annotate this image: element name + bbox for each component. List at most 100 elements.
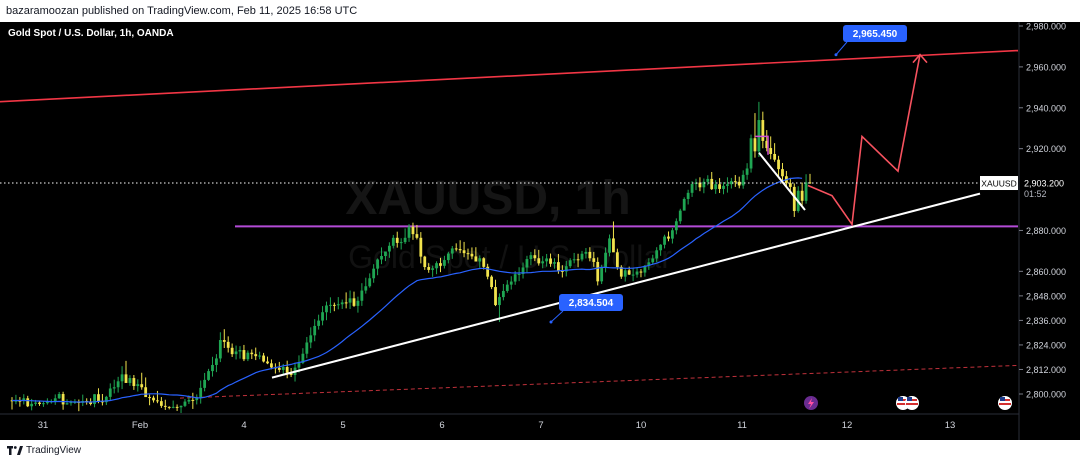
price-scale-panel[interactable] (1019, 22, 1080, 440)
candle-body (156, 400, 159, 402)
candle-body (678, 210, 682, 222)
candle-body (702, 181, 706, 188)
candle-body (431, 268, 435, 270)
lightning-bolt-glyph (808, 398, 814, 409)
us-flag-event-icon-2-stripe-2 (906, 403, 918, 405)
pullback-bracket[interactable] (755, 135, 769, 155)
candle-body (435, 263, 438, 269)
candle-body (262, 355, 265, 362)
candle-body (136, 384, 140, 387)
callout-low-box[interactable] (559, 294, 623, 311)
candle-body (411, 226, 415, 235)
chart-area[interactable]: XAUUSD, 1h Gold Spot / U.S. Dollar 2,965.4… (0, 22, 1080, 440)
candle-body (588, 251, 592, 259)
pullback-channel-line[interactable] (758, 152, 806, 211)
candle-body (729, 181, 733, 185)
candle-body (667, 236, 670, 239)
candle-body (800, 190, 804, 201)
candle-body (329, 304, 332, 306)
candle-body (443, 260, 446, 266)
candle-body (509, 281, 513, 285)
candle-body (513, 274, 517, 282)
candle-body (584, 251, 588, 254)
candle-body (226, 341, 230, 348)
candle-body (466, 253, 470, 255)
candle-body (403, 237, 407, 243)
time-axis-label: 31 (38, 420, 49, 431)
candle-body (234, 351, 238, 355)
candle-body (132, 378, 136, 387)
candle-body (317, 320, 321, 326)
candle-body (615, 252, 619, 268)
candle-body (297, 362, 301, 368)
candle-body (737, 181, 741, 186)
time-axis-label: 4 (241, 420, 246, 431)
price-tick-label: 2,824.000 (1026, 340, 1066, 350)
candle-body (175, 406, 179, 408)
candle-body (773, 153, 777, 160)
candle-body (30, 403, 34, 407)
candle-body (470, 253, 474, 257)
candle-body (619, 267, 623, 277)
candle-body (682, 198, 686, 211)
callout-low-label: 2,834.504 (569, 298, 614, 309)
ascending-trendline[interactable] (271, 192, 981, 379)
price-tick-label: 2,920.000 (1026, 144, 1066, 154)
candle-body (364, 286, 368, 291)
candle-body (623, 270, 627, 277)
candle-body (427, 267, 431, 270)
candle-body (608, 238, 611, 253)
candle-body (749, 138, 753, 169)
callout-anchor-top (834, 53, 838, 57)
candle-body (93, 394, 96, 405)
candle-body (560, 270, 564, 272)
candle-body (663, 236, 666, 245)
candle-body (301, 353, 305, 363)
lower-channel-dashed-line (179, 364, 1019, 399)
callout-high-box[interactable] (843, 25, 907, 42)
candle-body (97, 394, 100, 402)
candle-body (792, 186, 796, 212)
resistance-trendline[interactable] (0, 49, 1019, 103)
candle-body (706, 178, 710, 182)
candle-body (722, 185, 725, 189)
candle-body (57, 394, 61, 399)
time-axis-label: 13 (945, 420, 956, 431)
candle-body (533, 255, 537, 259)
candle-body (549, 258, 552, 264)
candle-body (399, 242, 403, 244)
candle-body (313, 325, 317, 336)
candle-body (230, 347, 234, 355)
candle-body (218, 340, 222, 359)
symbol-title: Gold Spot / U.S. Dollar, 1h, OANDA (8, 28, 174, 39)
candle-body (501, 290, 505, 298)
candle-body (482, 258, 486, 267)
candle-body (380, 256, 383, 260)
candle-body (289, 372, 293, 375)
candle-body (423, 256, 427, 268)
candle-body (745, 168, 749, 175)
candle-body (450, 248, 454, 254)
candle-body (171, 406, 175, 408)
candle-body (419, 237, 423, 257)
callout-high-label: 2,965.450 (853, 29, 898, 40)
candle-body (761, 120, 765, 141)
candle-body (553, 262, 556, 264)
time-axis-label: 6 (439, 420, 444, 431)
candle-body (352, 298, 356, 306)
price-tick-label: 2,836.000 (1026, 316, 1066, 326)
candle-body (89, 401, 93, 405)
candle-body (439, 263, 442, 266)
candle-body (600, 267, 604, 282)
candle-body (199, 387, 203, 398)
candle-body (340, 302, 344, 305)
candle-body (781, 169, 784, 177)
projected-path[interactable] (807, 54, 921, 227)
candle-body (179, 405, 183, 408)
tradingview-logo[interactable]: TradingView (7, 445, 81, 456)
candle-body (407, 226, 411, 238)
candle-body (627, 270, 631, 275)
candle-body (474, 256, 478, 262)
candle-body (804, 182, 808, 201)
